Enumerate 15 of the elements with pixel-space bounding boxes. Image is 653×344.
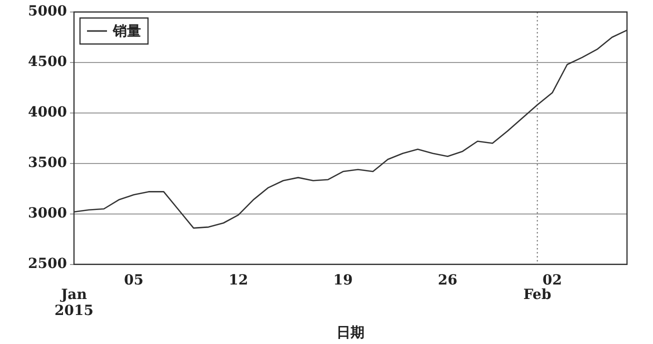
y-tick-label: 3000 [28,206,68,222]
y-tick-label: 2500 [28,256,68,272]
x-tick-label: 12 [228,272,248,288]
x-axis-title: 日期 [336,325,364,342]
legend-label: 销量 [112,24,141,40]
text: Jan 2015 [54,287,94,320]
x-tick-label: 02 [542,272,562,288]
x-tick-label: 05 [124,272,144,288]
y-tick-label: 4500 [28,54,68,70]
y-tick-label: 3500 [28,155,68,172]
y-tick-label: 5000 [28,4,68,20]
y-tick-label: 4000 [28,104,68,121]
x-tick-label: 26 [438,272,458,288]
ref-line-label: Feb [523,287,552,304]
x-tick-label: 19 [333,272,353,288]
